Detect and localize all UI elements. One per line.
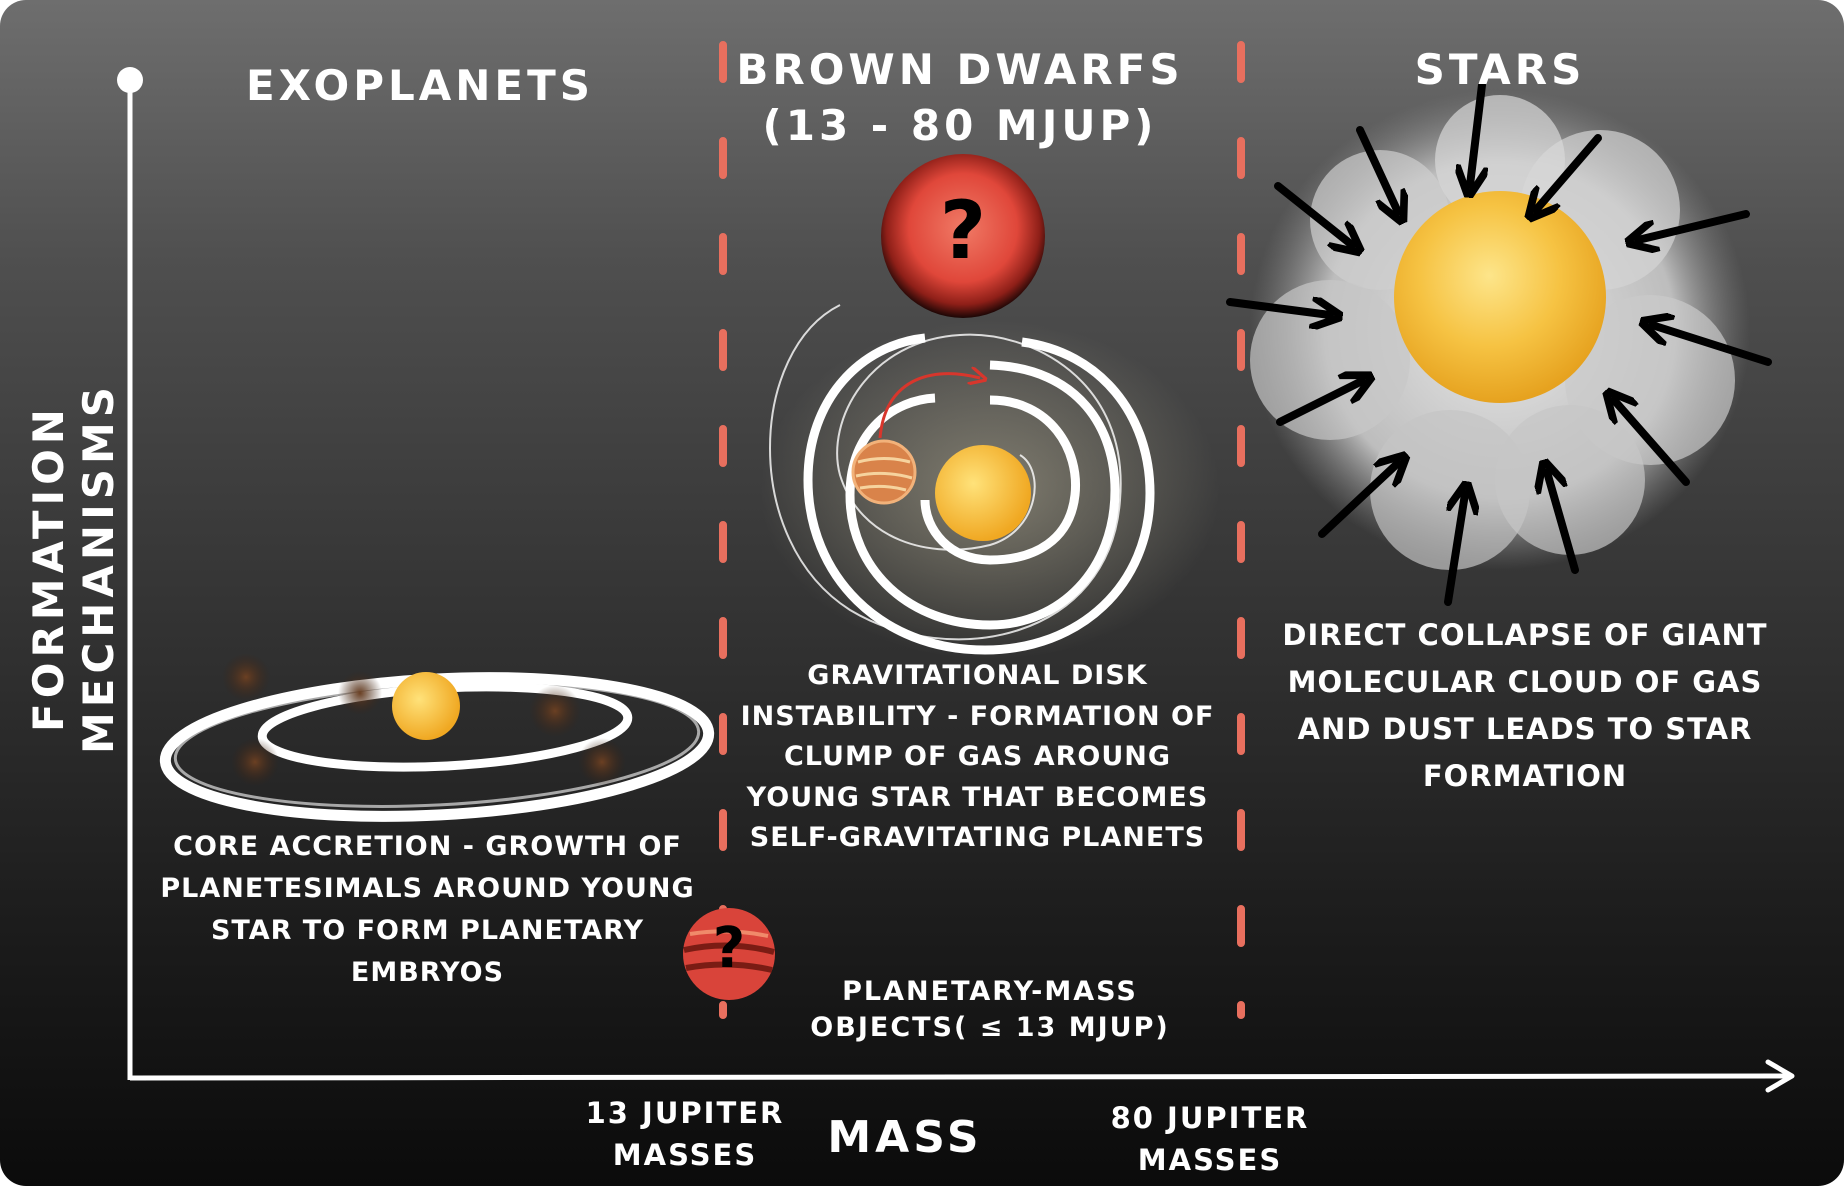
direct-collapse-line: FORMATION bbox=[1422, 759, 1628, 793]
y-axis-dot bbox=[117, 67, 143, 93]
direct-collapse-line: AND DUST LEADS TO STAR bbox=[1297, 712, 1753, 746]
core-accretion-illustration bbox=[159, 653, 715, 822]
direct-collapse-line: MOLECULAR CLOUD OF GAS bbox=[1287, 665, 1763, 699]
tick-13-line1: 13 JUPITER bbox=[585, 1096, 785, 1130]
tick-80-jupiter-masses: 80 JUPITER MASSES bbox=[1085, 1097, 1335, 1181]
forming-star bbox=[1394, 191, 1606, 403]
planetary-mass-question-mark: ? bbox=[712, 916, 746, 981]
young-star-medium bbox=[935, 445, 1031, 541]
y-axis-label: FORMATION MECHANISMS bbox=[24, 381, 123, 755]
x-axis bbox=[129, 1073, 1791, 1081]
disk-instability-line: SELF-GRAVITATING PLANETS bbox=[749, 822, 1206, 853]
disk-instability-description: GRAVITATIONAL DISK INSTABILITY - FORMATI… bbox=[740, 656, 1215, 859]
young-star-small bbox=[392, 672, 460, 740]
tick-13-line2: MASSES bbox=[612, 1138, 758, 1172]
direct-collapse-line: DIRECT COLLAPSE OF GIANT bbox=[1282, 618, 1768, 652]
heading-exoplanets: EXOPLANETS bbox=[245, 61, 595, 110]
x-axis-label: MASS bbox=[827, 1112, 983, 1163]
direct-collapse-illustration bbox=[1226, 81, 1772, 606]
core-accretion-description: CORE ACCRETION - GROWTH OF PLANETESIMALS… bbox=[150, 826, 705, 994]
brown-dwarf-question-mark: ? bbox=[939, 184, 987, 277]
disk-instability-line: INSTABILITY - FORMATION OF bbox=[740, 700, 1215, 732]
tick-80-line2: MASSES bbox=[1137, 1143, 1283, 1177]
tick-13-jupiter-masses: 13 JUPITER MASSES bbox=[560, 1092, 810, 1176]
disk-instability-line: GRAVITATIONAL DISK bbox=[807, 660, 1148, 691]
disk-instability-line: CLUMP OF GAS AROUNG bbox=[783, 741, 1172, 772]
x-axis-arrowhead bbox=[1765, 1059, 1795, 1093]
direct-collapse-description: DIRECT COLLAPSE OF GIANT MOLECULAR CLOUD… bbox=[1260, 612, 1790, 800]
planetary-mass-label: PLANETARY-MASS OBJECTS( ≤ 13 MJUP) bbox=[740, 974, 1240, 1046]
core-accretion-line: EMBRYOS bbox=[350, 957, 505, 988]
planetary-mass-object-orb bbox=[683, 908, 775, 1000]
disk-instability-line: YOUNG STAR THAT BECOMES bbox=[746, 781, 1209, 813]
core-accretion-line: CORE ACCRETION - GROWTH OF bbox=[173, 831, 682, 862]
heading-brown-dwarfs: BROWN DWARFS (13 - 80 MJUP) bbox=[735, 42, 1185, 154]
heading-brown-dwarfs-line2: (13 - 80 MJUP) bbox=[762, 101, 1158, 150]
tick-80-line1: 80 JUPITER bbox=[1110, 1101, 1310, 1135]
core-accretion-line: STAR TO FORM PLANETARY bbox=[210, 915, 645, 946]
disk-instability-illustration bbox=[760, 304, 1220, 660]
heading-stars: STARS bbox=[1414, 45, 1586, 94]
planetary-mass-line2: OBJECTS( ≤ 13 MJUP) bbox=[810, 1012, 1170, 1043]
brown-dwarf-orb bbox=[881, 154, 1045, 318]
planetary-mass-line1: PLANETARY-MASS bbox=[842, 976, 1138, 1007]
heading-brown-dwarfs-line1: BROWN DWARFS bbox=[736, 45, 1184, 94]
core-accretion-line: PLANETESIMALS AROUND YOUNG bbox=[160, 873, 695, 904]
